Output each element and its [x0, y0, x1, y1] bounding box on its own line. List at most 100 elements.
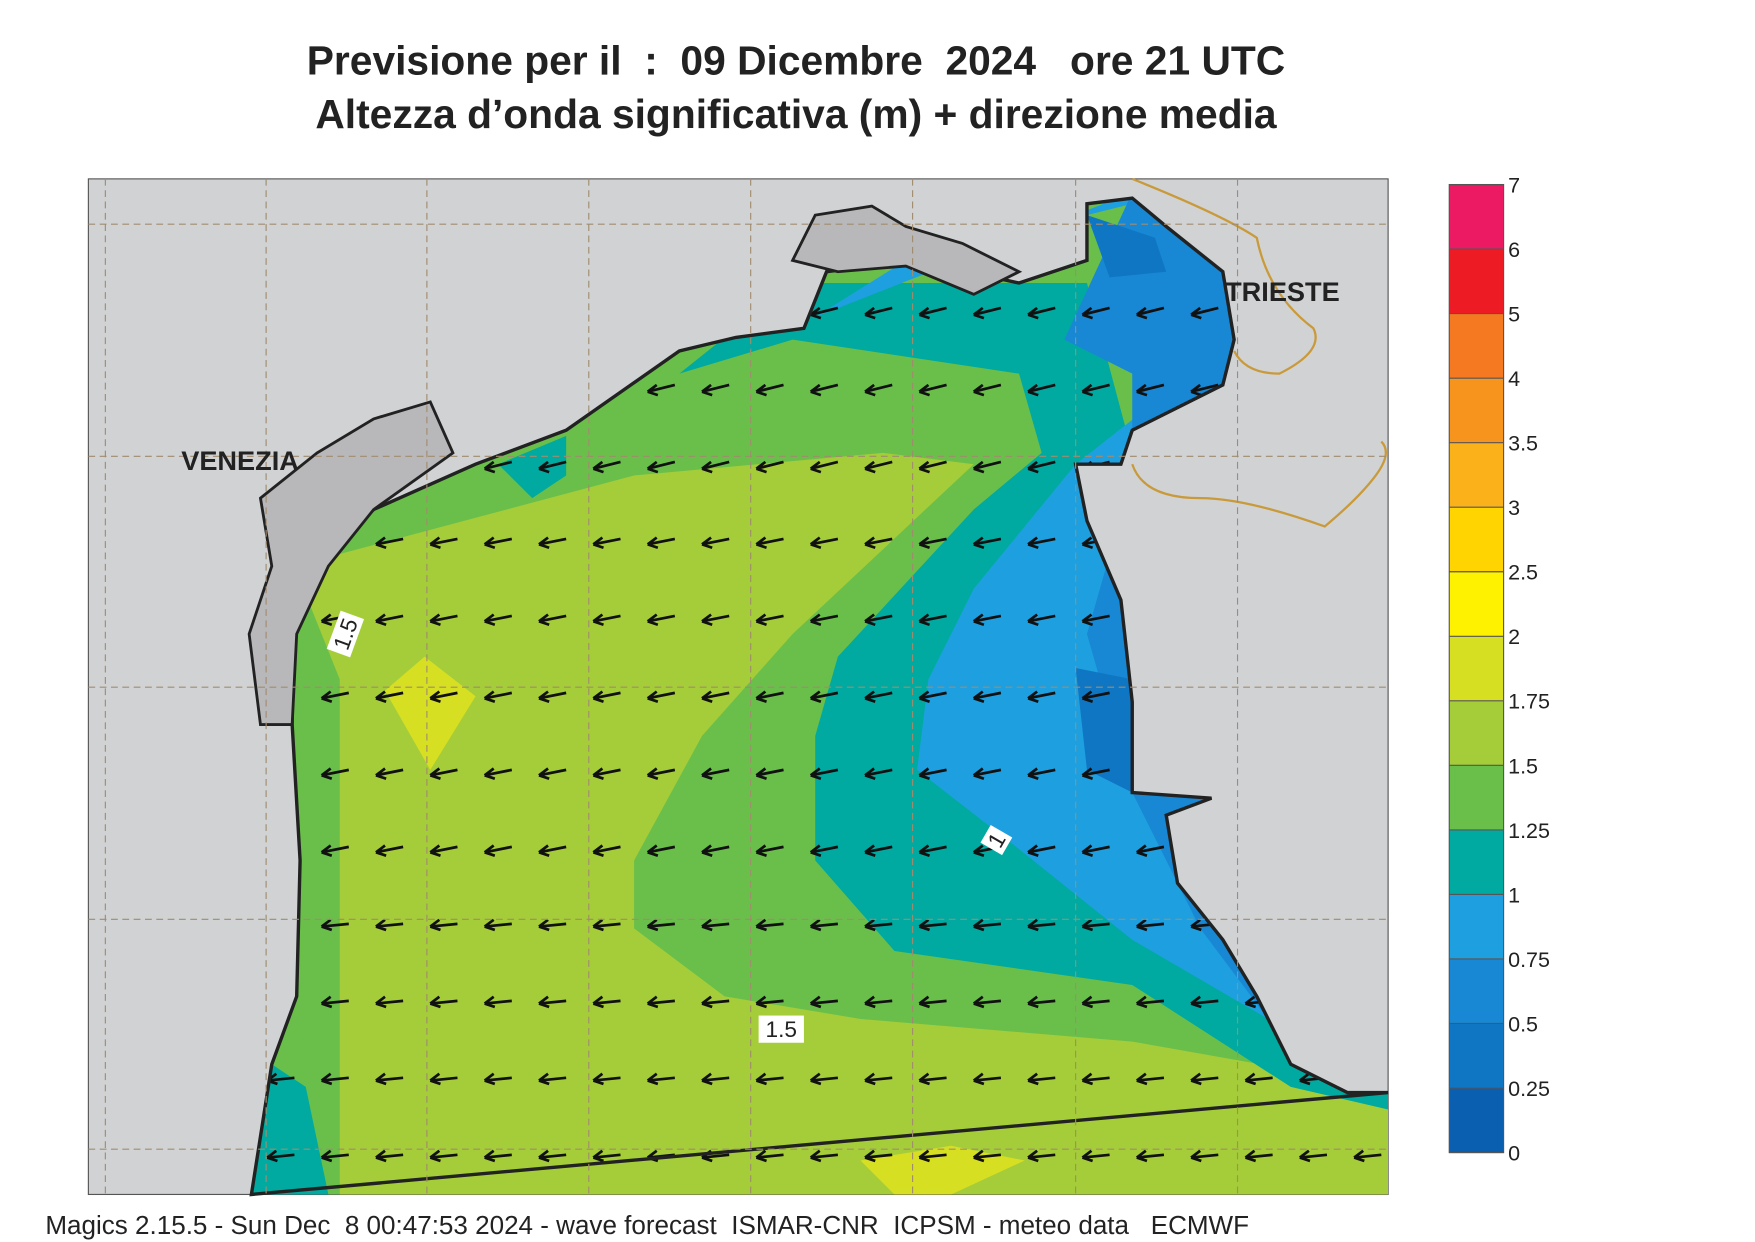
wave-arrow: [320, 995, 349, 1009]
wave-arrow: [918, 1072, 947, 1086]
wave-arrow: [1081, 690, 1110, 704]
colorbar-segment: [1449, 507, 1504, 572]
wave-arrow: [646, 918, 675, 932]
wave-arrow: [755, 767, 784, 781]
wave-arrow: [646, 767, 676, 781]
wave-arrow: [701, 536, 730, 550]
colorbar-segment: [1449, 378, 1504, 443]
wave-arrow: [320, 918, 349, 932]
wave-arrow: [375, 767, 404, 781]
wave-arrow: [1135, 1072, 1165, 1086]
wave-arrow: [864, 1072, 893, 1086]
footer: Magics 2.15.5 - Sun Dec 8 00:47:53 2024 …: [45, 1210, 1249, 1240]
wave-arrow: [755, 460, 784, 474]
wave-arrow: [864, 690, 893, 704]
colorbar-label: 1.75: [1508, 690, 1550, 714]
wave-arrow: [972, 460, 1002, 474]
colorbar-segment: [1449, 249, 1504, 314]
wave-arrow: [429, 613, 458, 627]
wave-arrow: [483, 995, 512, 1009]
wave-arrow: [1027, 844, 1056, 857]
colorbar-label: 0: [1508, 1141, 1520, 1165]
colorbar-label: 5: [1508, 303, 1520, 327]
wave-arrow: [864, 1149, 893, 1163]
wave-arrow: [1190, 995, 1219, 1009]
wave-arrow: [646, 995, 675, 1009]
wave-arrow: [592, 536, 621, 550]
contour-label: 1.5: [766, 1017, 797, 1042]
place-label: TRIESTE: [1225, 276, 1340, 307]
colorbar-segment: [1449, 1088, 1504, 1153]
wave-arrow: [1027, 613, 1056, 627]
wave-arrow: [646, 1072, 675, 1086]
wave-arrow: [538, 844, 567, 857]
wave-arrow: [592, 613, 621, 627]
wave-arrow: [809, 844, 839, 857]
wave-arrow: [483, 767, 513, 781]
wave-arrow: [538, 460, 567, 474]
wave-arrow: [1081, 383, 1110, 397]
wave-arrow: [918, 995, 947, 1009]
wave-arrow: [320, 1072, 349, 1086]
wave-arrow: [375, 1072, 404, 1086]
wave-arrow: [809, 383, 839, 397]
colorbar-segment: [1449, 700, 1504, 766]
colorbar-segment: [1449, 184, 1504, 250]
wave-arrow: [972, 306, 1002, 320]
wave-arrow: [809, 1072, 839, 1086]
wave-arrow: [755, 1149, 784, 1163]
wave-arrow: [972, 383, 1002, 397]
wave-arrow: [1027, 918, 1056, 932]
wave-arrow: [864, 918, 893, 932]
wave-arrow: [1244, 1072, 1273, 1086]
wave-arrow: [375, 918, 404, 932]
wave-arrow: [1027, 383, 1056, 397]
wave-arrow: [864, 767, 893, 781]
wave-arrow: [538, 918, 567, 932]
wave-arrow: [809, 995, 839, 1009]
colorbar-label: 2.5: [1508, 561, 1538, 585]
colorbar-segment: [1449, 571, 1504, 637]
wave-arrow: [972, 995, 1002, 1009]
wave-arrow: [483, 1149, 512, 1163]
wave-arrow: [755, 844, 784, 857]
wave-arrow: [809, 306, 839, 320]
colorbar: 0 0.25 0.5 0.75 1 1.25 1.5 1.75 2 2.5 3 3.5 4 5 6 7: [1448, 173, 1550, 1165]
wave-arrow: [1081, 613, 1110, 627]
wave-arrow: [538, 613, 567, 627]
colorbar-segment: [1449, 765, 1504, 830]
wave-arrow: [1027, 767, 1056, 781]
wave-arrow: [1298, 1149, 1328, 1163]
wave-arrow: [755, 918, 784, 932]
graticule: [88, 178, 1389, 1195]
wave-arrow: [1190, 383, 1219, 397]
wave-arrow: [592, 460, 621, 474]
wave-arrow: [375, 995, 404, 1009]
wave-arrow: [755, 383, 784, 397]
wave-arrow: [1135, 383, 1165, 397]
colorbar-segment: [1449, 894, 1504, 959]
wave-arrow: [864, 460, 893, 474]
wave-arrow: [701, 690, 730, 704]
wave-arrow: [1135, 844, 1165, 857]
wave-arrow: [592, 918, 621, 932]
wave-arrow: [538, 1149, 567, 1163]
wave-arrow: [972, 690, 1002, 704]
colorbar-label: 4: [1508, 367, 1520, 391]
wave-arrow: [809, 918, 839, 932]
wave-arrow: [701, 918, 730, 932]
colorbar-segment: [1449, 636, 1504, 701]
wave-arrow: [483, 460, 513, 474]
wave-arrow: [918, 918, 947, 932]
wave-arrow: [1244, 1149, 1273, 1163]
wave-arrow: [809, 536, 839, 550]
wave-arrow: [592, 767, 621, 781]
wave-arrow: [429, 918, 458, 932]
wave-arrow: [375, 1149, 404, 1163]
wave-arrow: [592, 690, 621, 704]
wave-arrow: [483, 918, 512, 932]
wave-arrow: [646, 690, 676, 704]
wave-arrow: [918, 536, 947, 550]
wave-arrow: [1027, 690, 1056, 704]
wave-arrow: [864, 383, 893, 397]
